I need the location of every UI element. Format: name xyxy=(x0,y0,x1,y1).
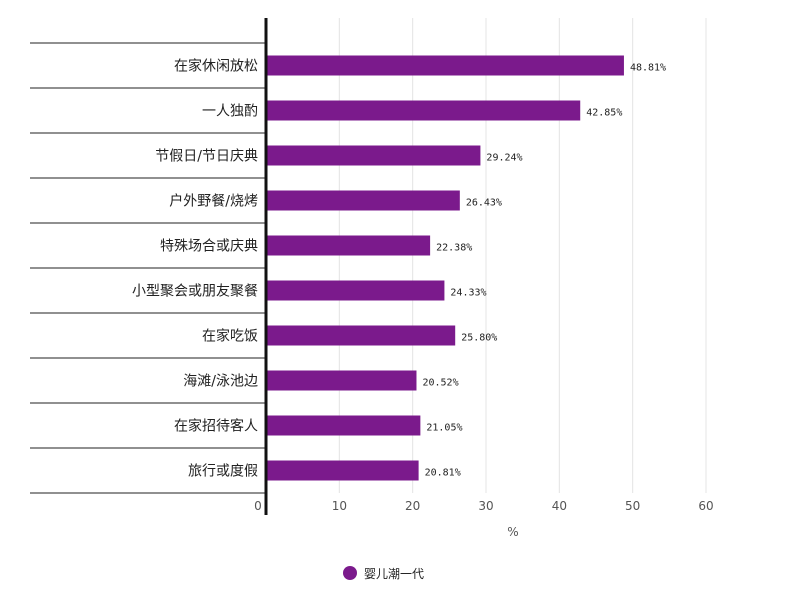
x-tick-label: 50 xyxy=(625,499,640,513)
category-label: 在家休闲放松 xyxy=(174,58,258,75)
data-label: 20.81% xyxy=(425,468,461,479)
x-tick-label: 40 xyxy=(552,499,567,513)
bar[interactable] xyxy=(267,415,421,436)
data-labels: 48.81% 42.85% 29.24% 26.43% 22.38% 24.33% 25.8… xyxy=(422,63,666,479)
bar[interactable] xyxy=(267,280,445,301)
data-label: 42.85% xyxy=(586,108,622,119)
category-label: 一人独酌 xyxy=(202,104,258,120)
x-axis-title: % xyxy=(507,525,518,539)
data-label: 25.80% xyxy=(461,333,497,344)
grid-lines xyxy=(338,18,707,493)
legend-marker xyxy=(343,566,357,580)
x-tick-label: 0 xyxy=(254,499,262,513)
data-label: 21.05% xyxy=(426,423,462,434)
category-label: 特殊场合或庆典 xyxy=(160,239,258,255)
x-tick-label: 30 xyxy=(478,499,493,513)
category-label: 户外野餐/烧烤 xyxy=(169,193,258,210)
category-label: 节假日/节日庆典 xyxy=(155,149,258,165)
data-label: 48.81% xyxy=(630,63,666,74)
category-label: 在家吃饭 xyxy=(202,328,258,345)
x-tick-label: 60 xyxy=(698,499,713,513)
data-label: 20.52% xyxy=(422,378,458,389)
bar[interactable] xyxy=(267,460,419,481)
legend-label: 婴儿潮一代 xyxy=(364,566,424,581)
bars xyxy=(267,55,624,481)
bar[interactable] xyxy=(267,325,456,346)
data-label: 24.33% xyxy=(450,288,486,299)
bar[interactable] xyxy=(267,235,431,256)
category-labels: 在家休闲放松一人独酌节假日/节日庆典户外野餐/烧烤特殊场合或庆典小型聚会或朋友聚… xyxy=(132,58,258,480)
bar[interactable] xyxy=(267,370,417,391)
bar[interactable] xyxy=(267,190,460,211)
bar[interactable] xyxy=(267,55,624,76)
x-axis-ticks: 0 10 20 30 40 50 60 xyxy=(254,499,713,513)
legend[interactable]: 婴儿潮一代 xyxy=(343,566,424,581)
category-label: 旅行或度假 xyxy=(188,464,258,480)
x-tick-label: 20 xyxy=(405,499,420,513)
category-label: 小型聚会或朋友聚餐 xyxy=(132,284,258,300)
data-label: 26.43% xyxy=(466,198,502,209)
category-separators xyxy=(30,42,266,494)
x-tick-label: 10 xyxy=(332,499,347,513)
bar[interactable] xyxy=(267,145,481,166)
category-label: 海滩/泳池边 xyxy=(183,374,258,390)
bar[interactable] xyxy=(267,100,581,121)
data-label: 22.38% xyxy=(436,243,472,254)
category-label: 在家招待客人 xyxy=(174,418,258,435)
data-label: 29.24% xyxy=(486,153,522,164)
